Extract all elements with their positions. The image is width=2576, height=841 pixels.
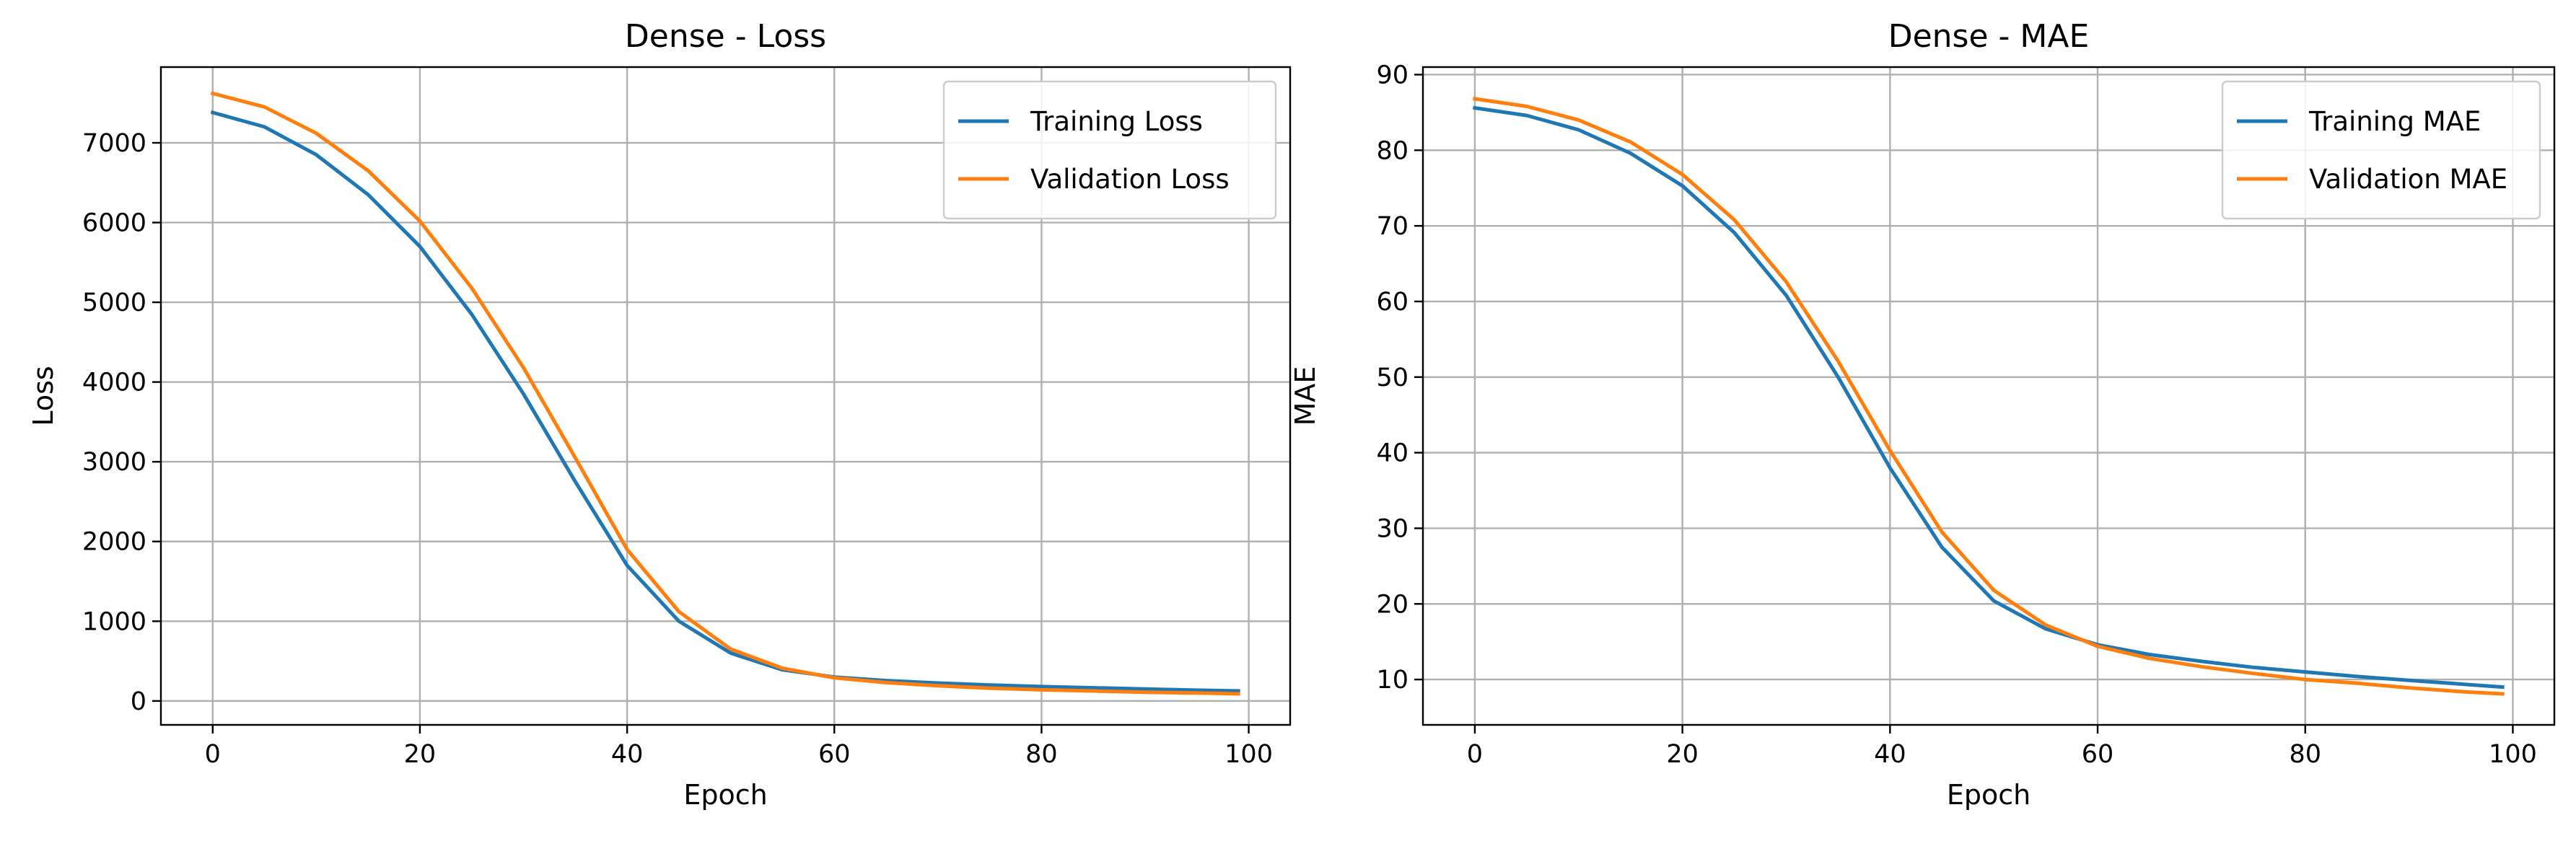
series-line-validation-mae bbox=[1473, 97, 2505, 696]
series-line-training-mae bbox=[1473, 105, 2505, 690]
legend-box bbox=[942, 80, 1277, 220]
axes-frame bbox=[159, 66, 1292, 726]
y-axis-label: MAE bbox=[1289, 366, 1321, 426]
mae-chart-panel: 0 20 40 60 80 100 10 20 30 40 50 60 70 80 90 Dense - MA… bbox=[1289, 18, 2556, 811]
y-tick-label: 7000 bbox=[82, 129, 146, 158]
legend-entry: Training Loss bbox=[1030, 106, 1203, 137]
x-axis-label: Epoch bbox=[683, 779, 767, 811]
legend-entry: Validation MAE bbox=[2309, 164, 2507, 195]
series-line-validation-loss bbox=[210, 91, 1240, 696]
x-tick-label: 40 bbox=[611, 740, 644, 769]
y-tick-label: 30 bbox=[1376, 514, 1409, 543]
loss-chart-panel: 0 20 40 60 80 1000100020003000400050006000700… bbox=[27, 18, 1292, 811]
y-tick-label: 5000 bbox=[82, 289, 146, 317]
y-tick-label: 1000 bbox=[82, 607, 146, 636]
y-tick-label: 2000 bbox=[82, 528, 146, 557]
y-tick-label: 90 bbox=[1376, 61, 1409, 89]
y-tick-label: 3000 bbox=[82, 448, 146, 477]
legend-entry: Training MAE bbox=[2308, 106, 2481, 137]
y-tick-label: 70 bbox=[1376, 212, 1409, 241]
y-tick-label: 40 bbox=[1376, 439, 1409, 468]
x-tick-label: 0 bbox=[205, 740, 221, 769]
y-tick-label: 20 bbox=[1376, 590, 1409, 619]
legend: Training Loss Validation Loss bbox=[942, 80, 1277, 220]
y-tick-label: 50 bbox=[1376, 364, 1409, 392]
y-tick-label: 10 bbox=[1376, 666, 1409, 695]
y-tick-label: 4000 bbox=[82, 369, 146, 397]
chart-title: Dense - MAE bbox=[1888, 18, 2090, 55]
x-tick-label: 80 bbox=[1025, 740, 1058, 769]
x-tick-label: 100 bbox=[2489, 740, 2537, 769]
x-tick-label: 60 bbox=[2082, 740, 2114, 769]
y-tick-label: 0 bbox=[131, 687, 146, 716]
x-tick-label: 40 bbox=[1874, 740, 1906, 769]
x-tick-label: 0 bbox=[1467, 740, 1483, 769]
legend-entry: Validation Loss bbox=[1030, 164, 1230, 195]
y-tick-label: 80 bbox=[1376, 136, 1409, 165]
legend: Training MAE Validation MAE bbox=[2221, 80, 2541, 220]
y-tick-label: 60 bbox=[1376, 288, 1409, 317]
y-tick-label: 6000 bbox=[82, 209, 146, 238]
chart-title: Dense - Loss bbox=[625, 18, 826, 55]
x-tick-label: 80 bbox=[2289, 740, 2321, 769]
x-tick-label: 20 bbox=[404, 740, 437, 769]
legend-box bbox=[2221, 80, 2541, 220]
series-line-training-loss bbox=[210, 110, 1240, 693]
x-axis-label: Epoch bbox=[1947, 779, 2030, 811]
x-tick-label: 100 bbox=[1225, 740, 1273, 769]
x-tick-label: 20 bbox=[1666, 740, 1699, 769]
axes-frame bbox=[1421, 66, 2556, 726]
x-tick-label: 60 bbox=[818, 740, 851, 769]
y-axis-label: Loss bbox=[27, 366, 59, 426]
